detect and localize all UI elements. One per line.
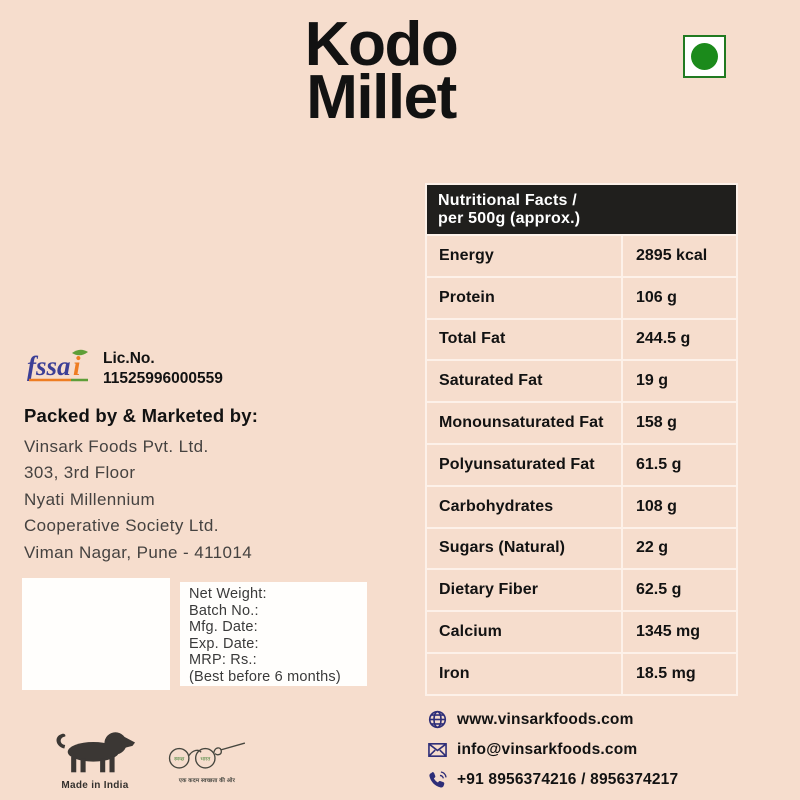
product-title: Kodo Millet [0, 10, 762, 132]
nutrient-value: 22 g [621, 528, 736, 569]
website-row: www.vinsarkfoods.com [428, 710, 678, 729]
nutrient-value: 1345 mg [621, 612, 736, 652]
declaration-line: (Best before 6 months) [189, 668, 341, 685]
table-row: Dietary Fiber 62.5 g [427, 568, 736, 611]
nutrient-name: Calcium [439, 623, 502, 641]
made-in-india-label: Made in India [61, 780, 129, 791]
nutrition-header-line2: per 500g (approx.) [438, 210, 581, 227]
nutrient-name: Dietary Fiber [439, 581, 539, 599]
nutrient-name: Sugars (Natural) [439, 539, 566, 557]
product-title-line2: Millet [306, 63, 457, 132]
made-in-india-logo: Made in India [50, 728, 140, 791]
nutrition-table: Nutritional Facts / per 500g (approx.) E… [425, 183, 738, 696]
phone-row: +91 8956374216 / 8956374217 [428, 770, 678, 789]
swachh-lens-left-text: स्वच्छ [174, 756, 185, 762]
contact-info: www.vinsarkfoods.com info@vinsarkfoods.c… [428, 710, 678, 800]
nutrition-header-line1: Nutritional Facts / [438, 192, 577, 209]
nutrient-value: 106 g [621, 277, 736, 318]
phone-icon [428, 770, 447, 790]
nutrient-value: 2895 kcal [621, 236, 736, 276]
veg-symbol [683, 35, 726, 78]
packed-by-heading: Packed by & Marketed by: [24, 405, 259, 426]
declaration-line: Batch No.: [189, 602, 259, 619]
declaration-line: MRP: Rs.: [189, 652, 257, 669]
company-address: Vinsark Foods Pvt. Ltd. 303, 3rd Floor N… [24, 434, 252, 566]
declaration-line: Exp. Date: [189, 635, 259, 652]
table-row: Iron 18.5 mg [427, 651, 736, 694]
nutrient-name: Monounsaturated Fat [439, 414, 604, 432]
phone-text: +91 8956374216 / 8956374217 [457, 770, 679, 788]
lion-icon [56, 732, 136, 773]
envelope-icon [428, 742, 447, 758]
swachh-bharat-glasses-icon: स्वच्छ भारत [168, 742, 246, 769]
nutrient-name: Saturated Fat [439, 372, 543, 390]
nutrient-value: 18.5 mg [621, 653, 736, 694]
nutrient-name: Polyunsaturated Fat [439, 455, 595, 473]
nutrient-name: Protein [439, 288, 495, 306]
svg-text:fssa: fssa [27, 351, 71, 381]
declaration-line: Mfg. Date: [189, 619, 258, 636]
swachh-bharat-logo: स्वच्छ भारत एक कदम स्वच्छता की ओर [162, 738, 252, 784]
license-number: 11525996000559 [103, 370, 223, 387]
nutrient-value: 158 g [621, 403, 736, 443]
veg-dot-icon [691, 43, 718, 70]
table-row: Carbohydrates 108 g [427, 484, 736, 527]
swachh-lens-right-text: भारत [200, 756, 210, 762]
license-text: Lic.No. 11525996000559 [103, 346, 223, 389]
address-line: Vinsark Foods Pvt. Ltd. [24, 437, 209, 456]
table-row: Energy 2895 kcal [427, 234, 736, 276]
nutrient-name: Iron [439, 664, 470, 682]
nutrient-name: Carbohydrates [439, 497, 554, 515]
address-line: 303, 3rd Floor [24, 463, 136, 483]
product-title-line1: Kodo [304, 10, 459, 79]
address-line: Nyati Millennium [24, 489, 156, 509]
address-line: Viman Nagar, Pune - 411014 [24, 542, 253, 562]
nutrient-name: Energy [439, 246, 494, 264]
nutrient-name: Total Fat [439, 330, 506, 348]
table-row: Monounsaturated Fat 158 g [427, 401, 736, 443]
table-row: Polyunsaturated Fat 61.5 g [427, 442, 736, 485]
table-row: Saturated Fat 19 g [427, 359, 736, 402]
declaration-line: Net Weight: [189, 586, 267, 602]
website-text: www.vinsarkfoods.com [457, 710, 634, 728]
nutrient-value: 108 g [621, 486, 736, 527]
nutrition-table-header: Nutritional Facts / per 500g (approx.) [427, 185, 736, 234]
nutrient-value: 244.5 g [621, 319, 736, 360]
swachh-bharat-tagline: एक कदम स्वच्छता की ओर [178, 778, 236, 784]
svg-text:i: i [73, 351, 81, 381]
nutrient-value: 62.5 g [621, 570, 736, 611]
table-row: Total Fat 244.5 g [427, 317, 736, 360]
fssai-license-block: fssa i Lic.No. 11525996000559 [26, 346, 223, 389]
table-row: Calcium 1345 mg [427, 610, 736, 652]
table-row: Sugars (Natural) 22 g [427, 526, 736, 569]
declaration-box: Net Weight: Batch No.: Mfg. Date: Exp. D… [180, 582, 367, 686]
email-row: info@vinsarkfoods.com [428, 740, 678, 759]
address-line: Cooperative Society Ltd. [24, 516, 219, 536]
email-text: info@vinsarkfoods.com [457, 740, 638, 758]
table-row: Protein 106 g [427, 275, 736, 318]
globe-icon [428, 710, 447, 729]
nutrient-value: 19 g [621, 361, 736, 402]
fssai-logo-icon: fssa i [27, 349, 88, 382]
license-label: Lic.No. [103, 350, 155, 367]
nutrient-value: 61.5 g [621, 444, 736, 485]
blank-sticker-box [22, 578, 170, 690]
